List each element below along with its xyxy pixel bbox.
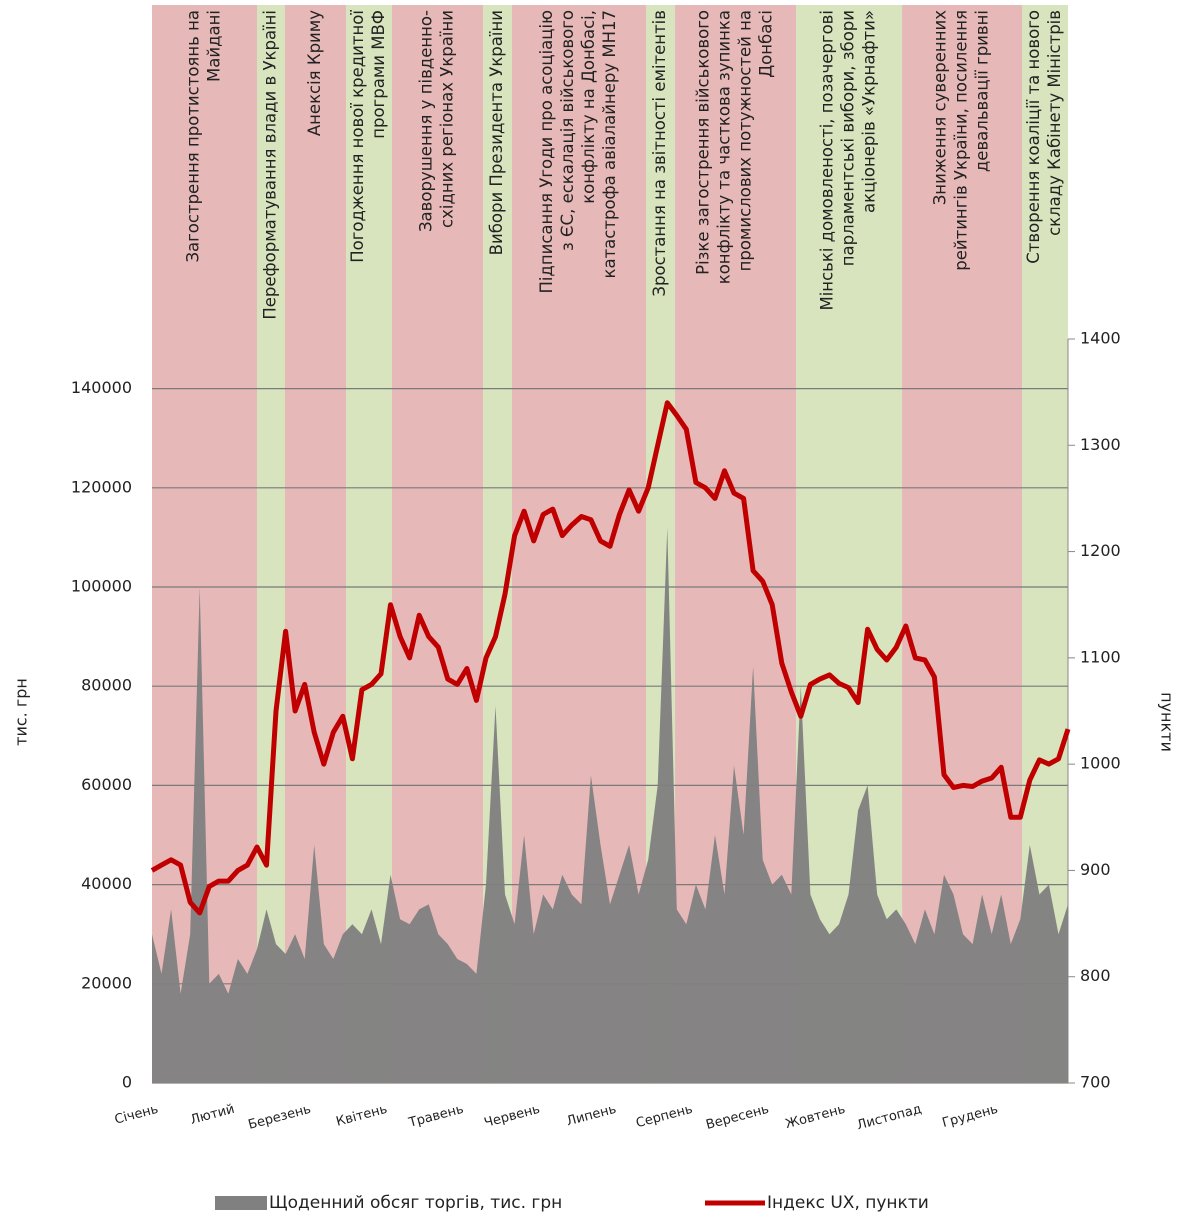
y2-tick-label: 1100 [1080, 647, 1121, 666]
y-axis-label: тис. грн [12, 678, 31, 746]
event-label: конфлікту та часткова зупинка [715, 10, 734, 284]
event-label: парламентські вибори, збори [839, 10, 858, 266]
event-label: Заворушення у південно- [417, 10, 436, 232]
x-tick-label: Грудень [941, 1102, 1000, 1131]
y2-tick-label: 800 [1080, 966, 1111, 985]
x-tick-label: Липень [565, 1102, 618, 1130]
x-tick-label: Березень [247, 1102, 313, 1133]
index-line [150, 400, 1071, 916]
event-label: Погодження нової кредитної [348, 10, 367, 263]
y-tick-label: 100000 [71, 577, 132, 596]
x-tick-label: Січень [113, 1102, 160, 1128]
event-label: Різке загострення військового [694, 10, 713, 275]
event-label: катастрофа авіалайнеру MH17 [600, 10, 619, 279]
y2-axis-label: пункти [1158, 692, 1177, 752]
event-label: Донбасі [757, 10, 776, 78]
legend-swatch [215, 1196, 267, 1210]
y-tick-label: 120000 [71, 477, 132, 496]
x-tick-label: Червень [483, 1102, 542, 1131]
event-label: Загострення протистоянь на [184, 10, 203, 263]
event-label: Майдані [205, 10, 224, 82]
event-label: промислових потужностей на [736, 10, 755, 271]
x-tick-label: Листопад [855, 1102, 923, 1134]
x-tick-label: Вересень [704, 1102, 770, 1133]
volume-area [152, 527, 1068, 1083]
event-label: з ЄС, ескалація військового [558, 10, 577, 251]
y-tick-label: 80000 [81, 676, 132, 695]
event-label: Переформатування влади в Україні [261, 10, 280, 320]
y-tick-label: 40000 [81, 874, 132, 893]
event-label: Зростання на звітності емітентів [650, 10, 669, 297]
legend-label: Щоденний обсяг торгів, тис. грн [269, 1193, 562, 1213]
event-label: східних регіонах України [438, 10, 457, 228]
event-band [346, 5, 392, 1083]
x-tick-label: Травень [406, 1102, 465, 1131]
event-label: складу Кабінету Міністрів [1045, 10, 1064, 236]
y2-tick-label: 1400 [1080, 329, 1121, 348]
event-bands: Загострення протистоянь на Майдані Перефор… [152, 5, 1068, 1083]
y2-tick-label: 1200 [1080, 541, 1121, 560]
event-label: Підписання Угоди про асоціацію [537, 10, 556, 294]
y-tick-label: 60000 [81, 775, 132, 794]
x-tick-label: Лютий [189, 1102, 237, 1128]
event-band [257, 5, 285, 1083]
y-tick-label: 140000 [71, 378, 132, 397]
legend-label: Індекс UX, пункти [767, 1193, 929, 1213]
y2-tick-label: 1300 [1080, 435, 1121, 454]
event-label: Вибори Президента України [487, 10, 506, 255]
event-label: акціонерів «Укрнафти» [860, 10, 879, 213]
event-label: Мінські домовленості, позачергові [818, 10, 837, 311]
event-label: Зниження суверенних [931, 10, 950, 205]
y2-tick-label: 900 [1080, 860, 1111, 879]
y2-tick-label: 700 [1080, 1073, 1111, 1092]
event-label: Анексія Криму [305, 10, 324, 136]
event-label: Створення коаліції та нового [1024, 10, 1043, 264]
event-label: програми МВФ [369, 10, 388, 139]
y-tick-label: 0 [122, 1073, 132, 1092]
event-label: конфлікту на Донбасі, [579, 10, 598, 204]
x-tick-label: Серпень [634, 1102, 694, 1132]
event-label: рейтингів України, посилення [952, 10, 971, 271]
x-tick-label: Жовтень [784, 1102, 847, 1132]
x-tick-label: Квітень [335, 1102, 389, 1130]
event-label: девальвації гривні [973, 10, 992, 172]
y-tick-label: 20000 [81, 973, 132, 992]
y2-tick-label: 1000 [1080, 754, 1121, 773]
event-band [391, 5, 484, 1083]
